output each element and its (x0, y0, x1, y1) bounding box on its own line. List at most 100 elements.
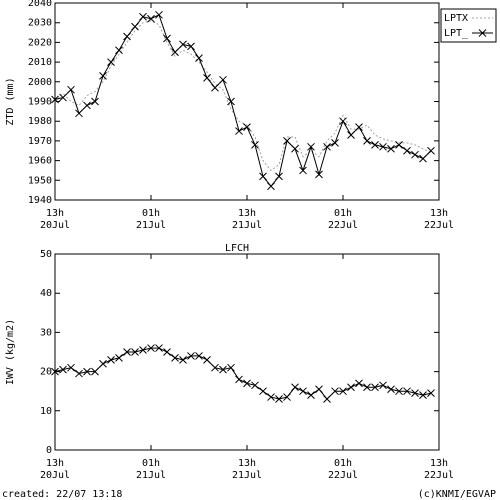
point-marker (99, 359, 107, 368)
point-marker (387, 144, 395, 153)
x-tick-date: 22Jul (424, 220, 454, 231)
point-marker (75, 109, 83, 118)
legend-label: LPT_ (444, 28, 469, 39)
point-marker (83, 367, 91, 376)
point-marker (299, 166, 307, 175)
point-marker (147, 344, 155, 352)
x-tick-date: 22Jul (424, 470, 454, 481)
point-marker (307, 142, 315, 151)
point-marker (315, 385, 323, 394)
x-tick-label: 13h (46, 208, 64, 219)
point-marker (235, 127, 243, 135)
point-marker (371, 140, 379, 149)
x-tick-date: 20Jul (40, 220, 70, 231)
y-tick-label: 20 (40, 367, 52, 378)
point-marker (427, 146, 435, 155)
plot-frame (54, 253, 440, 451)
x-tick-label: 01h (142, 208, 160, 219)
point-marker (187, 352, 195, 360)
point-marker (395, 140, 403, 149)
point-marker (379, 142, 387, 151)
point-marker (115, 46, 123, 55)
point-marker (163, 34, 171, 43)
y-tick-label: 1960 (28, 156, 52, 167)
point-marker (107, 355, 115, 364)
point-marker (131, 22, 139, 31)
point-marker (67, 363, 75, 372)
point-marker (219, 365, 227, 374)
y-tick-label: 1980 (28, 116, 52, 127)
point-marker (419, 391, 427, 399)
legend-label: LPTX (444, 13, 468, 24)
point-marker (203, 74, 211, 82)
y-tick-label: 30 (40, 327, 52, 338)
chart-title: LFCH (225, 243, 249, 254)
x-tick-label: 13h (238, 458, 256, 469)
point-marker (67, 85, 75, 94)
y-tick-label: 2040 (28, 0, 52, 9)
point-marker (371, 383, 379, 392)
point-marker (187, 42, 195, 51)
point-marker (267, 393, 275, 401)
point-marker (267, 182, 275, 191)
point-marker (75, 369, 83, 378)
y-tick-label: 40 (40, 288, 52, 299)
plot-frame (54, 2, 440, 201)
point-marker (427, 389, 435, 398)
point-marker (403, 146, 411, 155)
point-marker (323, 395, 331, 403)
point-marker (235, 375, 243, 384)
point-marker (387, 385, 395, 394)
x-tick-label: 13h (238, 208, 256, 219)
point-marker (331, 387, 339, 396)
point-marker (179, 355, 187, 364)
credit: (c)KNMI/EGVAP (418, 489, 496, 500)
point-marker (243, 123, 251, 131)
point-marker (251, 381, 259, 390)
x-tick-date: 21Jul (232, 470, 262, 481)
point-marker (195, 54, 203, 63)
x-tick-label: 01h (142, 458, 160, 469)
point-marker (259, 172, 267, 181)
point-marker (59, 365, 67, 374)
point-marker (339, 117, 347, 126)
y-tick-label: 1990 (28, 97, 52, 108)
point-marker (363, 137, 371, 145)
x-tick-label: 01h (334, 208, 352, 219)
point-marker (347, 383, 355, 392)
x-tick-date: 22Jul (328, 220, 358, 231)
point-marker (195, 352, 203, 360)
point-marker (211, 83, 219, 92)
x-tick-date: 22Jul (328, 470, 358, 481)
point-marker (355, 379, 363, 388)
y-tick-label: 0 (46, 445, 52, 456)
x-tick-date: 21Jul (232, 220, 262, 231)
x-tick-date: 21Jul (136, 470, 166, 481)
point-marker (227, 363, 235, 372)
point-marker (115, 354, 123, 362)
point-marker (139, 346, 147, 354)
point-marker (163, 348, 171, 356)
legend-marker (478, 29, 487, 37)
point-marker (59, 93, 67, 102)
y-tick-label: 2010 (28, 57, 52, 68)
legend-box (440, 8, 497, 43)
point-marker (131, 348, 139, 356)
y-tick-label: 10 (40, 406, 52, 417)
point-marker (363, 383, 371, 392)
point-marker (379, 381, 387, 390)
point-marker (51, 95, 59, 104)
point-marker (83, 101, 91, 110)
x-tick-date: 21Jul (136, 220, 166, 231)
point-marker (403, 387, 411, 396)
y-tick-label: 2020 (28, 37, 52, 48)
point-marker (275, 172, 283, 181)
point-marker (291, 144, 299, 153)
point-marker (291, 383, 299, 392)
point-marker (339, 387, 347, 396)
x-tick-label: 01h (334, 458, 352, 469)
created-note: created: 22/07 13:18 (2, 489, 122, 500)
point-marker (91, 97, 99, 106)
